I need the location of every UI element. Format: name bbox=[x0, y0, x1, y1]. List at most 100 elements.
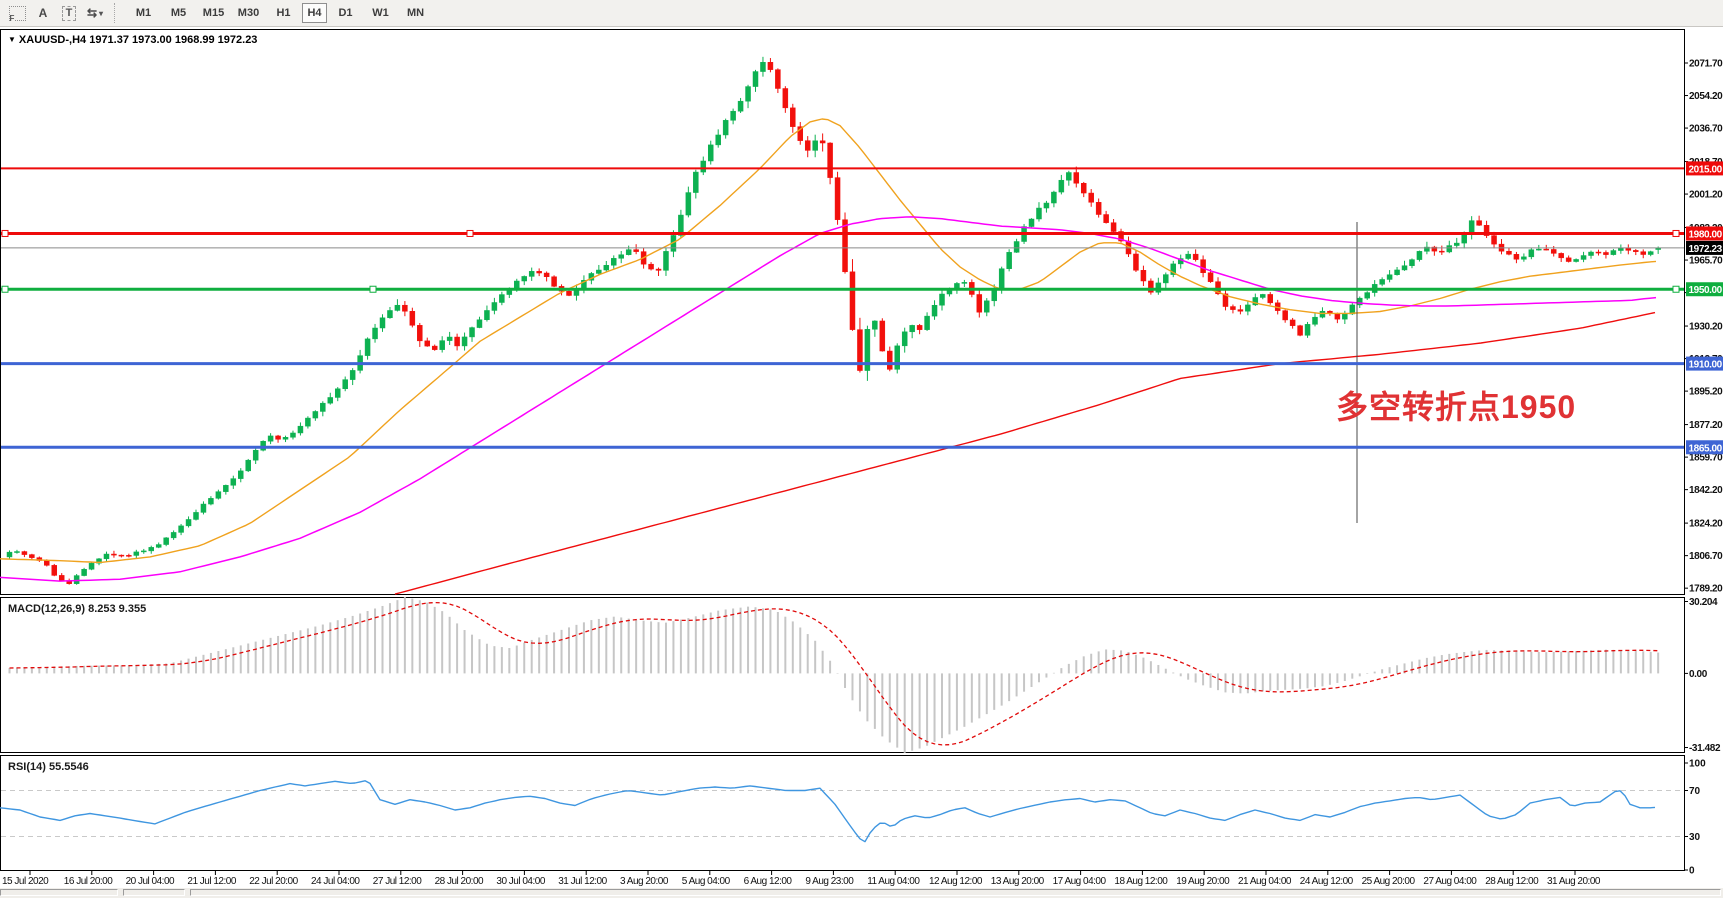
date-axis: 15 Jul 2020 16 Jul 20:00 20 Jul 04:00 21 Ju… bbox=[2, 871, 1601, 887]
svg-text:20 Jul 04:00: 20 Jul 04:00 bbox=[126, 876, 175, 887]
svg-text:31 Jul 12:00: 31 Jul 12:00 bbox=[558, 876, 607, 887]
svg-text:70: 70 bbox=[1689, 786, 1701, 797]
chart-title: ▼ XAUUSD-,H4 1971.37 1973.00 1968.99 1972… bbox=[8, 34, 257, 46]
svg-text:9 Aug 23:00: 9 Aug 23:00 bbox=[805, 876, 854, 887]
svg-text:0.00: 0.00 bbox=[1689, 669, 1708, 680]
chart-area[interactable]: 2071.702054.202036.702018.702001.201983.… bbox=[0, 27, 1723, 898]
timeframe-h1-button[interactable]: H1 bbox=[276, 7, 291, 19]
timeframe-w1-button[interactable]: W1 bbox=[372, 7, 389, 19]
svg-text:2001.20: 2001.20 bbox=[1689, 190, 1723, 201]
svg-text:17 Aug 04:00: 17 Aug 04:00 bbox=[1053, 876, 1107, 887]
indicator-grid-tool-button[interactable]: F bbox=[5, 3, 29, 24]
svg-text:30 Jul 04:00: 30 Jul 04:00 bbox=[496, 876, 545, 887]
svg-text:6 Aug 12:00: 6 Aug 12:00 bbox=[744, 876, 793, 887]
svg-text:11 Aug 04:00: 11 Aug 04:00 bbox=[867, 876, 920, 887]
status-segment bbox=[0, 889, 118, 896]
svg-text:28 Jul 20:00: 28 Jul 20:00 bbox=[435, 876, 484, 887]
timeframe-m5-button[interactable]: M5 bbox=[170, 7, 187, 19]
price-badge-1950.00: 1950.00 bbox=[1686, 282, 1723, 297]
ma-mid-magenta bbox=[0, 216, 1657, 582]
dropdown-caret-icon: ▾ bbox=[99, 8, 104, 18]
macd-axis: 30.204 0.00 -31.482 bbox=[1684, 597, 1721, 754]
svg-text:100: 100 bbox=[1689, 759, 1706, 770]
rsi-label: RSI(14) 55.5546 bbox=[8, 761, 89, 773]
font-tool-icon: A bbox=[38, 6, 48, 20]
svg-text:1895.20: 1895.20 bbox=[1689, 387, 1723, 398]
toolbar-tools: F A T ⇆ ▾ bbox=[4, 3, 108, 24]
svg-text:28 Aug 12:00: 28 Aug 12:00 bbox=[1485, 876, 1539, 887]
svg-text:1859.70: 1859.70 bbox=[1689, 453, 1723, 464]
status-segment bbox=[190, 889, 1721, 896]
text-label-tool-button[interactable]: T bbox=[57, 3, 81, 24]
price-badge-2015.00: 2015.00 bbox=[1686, 161, 1723, 176]
text-label-icon: T bbox=[61, 5, 77, 21]
svg-text:-31.482: -31.482 bbox=[1689, 743, 1721, 754]
hline-handle[interactable] bbox=[1, 229, 9, 237]
macd-pane[interactable] bbox=[0, 597, 1685, 753]
svg-text:1910.00: 1910.00 bbox=[1689, 360, 1723, 371]
svg-text:2071.70: 2071.70 bbox=[1689, 59, 1723, 70]
svg-text:30.204: 30.204 bbox=[1689, 597, 1718, 608]
rsi-pane[interactable] bbox=[0, 755, 1685, 871]
svg-text:25 Aug 20:00: 25 Aug 20:00 bbox=[1362, 876, 1416, 887]
timeframe-mn-button[interactable]: MN bbox=[406, 7, 425, 19]
svg-text:1972.23: 1972.23 bbox=[1689, 244, 1723, 255]
price-badge-1865.00: 1865.00 bbox=[1686, 440, 1723, 455]
price-axis: 2071.702054.202036.702018.702001.201983.… bbox=[1684, 59, 1723, 595]
font-tool-button[interactable]: A bbox=[31, 3, 55, 24]
timeframe-h4-button[interactable]: H4 bbox=[302, 3, 327, 23]
price-badge-1980.00: 1980.00 bbox=[1686, 226, 1723, 241]
rsi-line bbox=[0, 780, 1656, 843]
toolbar: F A T ⇆ ▾ M1 M5 M15 M30 H1 H4 D1 W1 MN bbox=[0, 0, 1723, 27]
svg-text:1789.20: 1789.20 bbox=[1689, 584, 1723, 595]
arrow-style-tool-button[interactable]: ⇆ ▾ bbox=[83, 3, 107, 24]
svg-text:19 Aug 20:00: 19 Aug 20:00 bbox=[1176, 876, 1230, 887]
hline-handle[interactable] bbox=[369, 285, 377, 293]
chart-annotation-text: 多空转折点1950 bbox=[1336, 389, 1577, 425]
svg-text:18 Aug 12:00: 18 Aug 12:00 bbox=[1114, 876, 1168, 887]
svg-text:30: 30 bbox=[1689, 832, 1701, 843]
svg-text:16 Jul 20:00: 16 Jul 20:00 bbox=[64, 876, 113, 887]
svg-text:1965.70: 1965.70 bbox=[1689, 256, 1723, 267]
hline-handle[interactable] bbox=[1, 285, 9, 293]
svg-text:1806.70: 1806.70 bbox=[1689, 551, 1723, 562]
svg-text:13 Aug 20:00: 13 Aug 20:00 bbox=[991, 876, 1045, 887]
chart-canvas[interactable]: 2071.702054.202036.702018.702001.201983.… bbox=[0, 27, 1723, 898]
timeframe-m15-button[interactable]: M15 bbox=[202, 7, 225, 19]
svg-text:1930.20: 1930.20 bbox=[1689, 322, 1723, 333]
svg-text:22 Jul 20:00: 22 Jul 20:00 bbox=[249, 876, 298, 887]
svg-text:2015.00: 2015.00 bbox=[1689, 164, 1723, 175]
candlesticks[interactable] bbox=[6, 56, 1661, 585]
svg-text:1842.20: 1842.20 bbox=[1689, 485, 1723, 496]
svg-text:21 Jul 12:00: 21 Jul 12:00 bbox=[187, 876, 236, 887]
price-badge-1910.00: 1910.00 bbox=[1686, 356, 1723, 371]
svg-text:2054.20: 2054.20 bbox=[1689, 91, 1723, 102]
main-pane[interactable] bbox=[0, 29, 1685, 595]
toolbar-separator bbox=[114, 3, 121, 23]
hline-handle[interactable] bbox=[1672, 285, 1680, 293]
symbol-dropdown-icon[interactable]: ▼ bbox=[8, 35, 16, 44]
timeframe-m1-button[interactable]: M1 bbox=[135, 7, 152, 19]
svg-text:12 Aug 12:00: 12 Aug 12:00 bbox=[929, 876, 983, 887]
svg-text:15 Jul 2020: 15 Jul 2020 bbox=[2, 876, 49, 887]
macd-label: MACD(12,26,9) 8.253 9.355 bbox=[8, 603, 147, 615]
svg-text:5 Aug 04:00: 5 Aug 04:00 bbox=[682, 876, 731, 887]
svg-text:24 Aug 12:00: 24 Aug 12:00 bbox=[1300, 876, 1354, 887]
svg-text:1865.00: 1865.00 bbox=[1689, 443, 1723, 454]
svg-text:27 Aug 04:00: 27 Aug 04:00 bbox=[1423, 876, 1477, 887]
rsi-indicator bbox=[0, 780, 1684, 843]
svg-text:1877.20: 1877.20 bbox=[1689, 420, 1723, 431]
timeframe-m30-button[interactable]: M30 bbox=[237, 7, 260, 19]
svg-text:3 Aug 20:00: 3 Aug 20:00 bbox=[620, 876, 669, 887]
svg-text:21 Aug 04:00: 21 Aug 04:00 bbox=[1238, 876, 1292, 887]
current-price-badge: 1972.23 bbox=[1686, 240, 1723, 255]
ma-fast-orange bbox=[0, 118, 1657, 563]
timeframe-d1-button[interactable]: D1 bbox=[338, 7, 353, 19]
svg-text:1980.00: 1980.00 bbox=[1689, 229, 1723, 240]
hline-handle[interactable] bbox=[1672, 229, 1680, 237]
indicator-grid-icon: F bbox=[8, 5, 26, 23]
hline-handle[interactable] bbox=[466, 229, 474, 237]
timeframe-group: M1 M5 M15 M30 H1 H4 D1 W1 MN bbox=[126, 3, 433, 23]
status-segment bbox=[123, 889, 185, 896]
